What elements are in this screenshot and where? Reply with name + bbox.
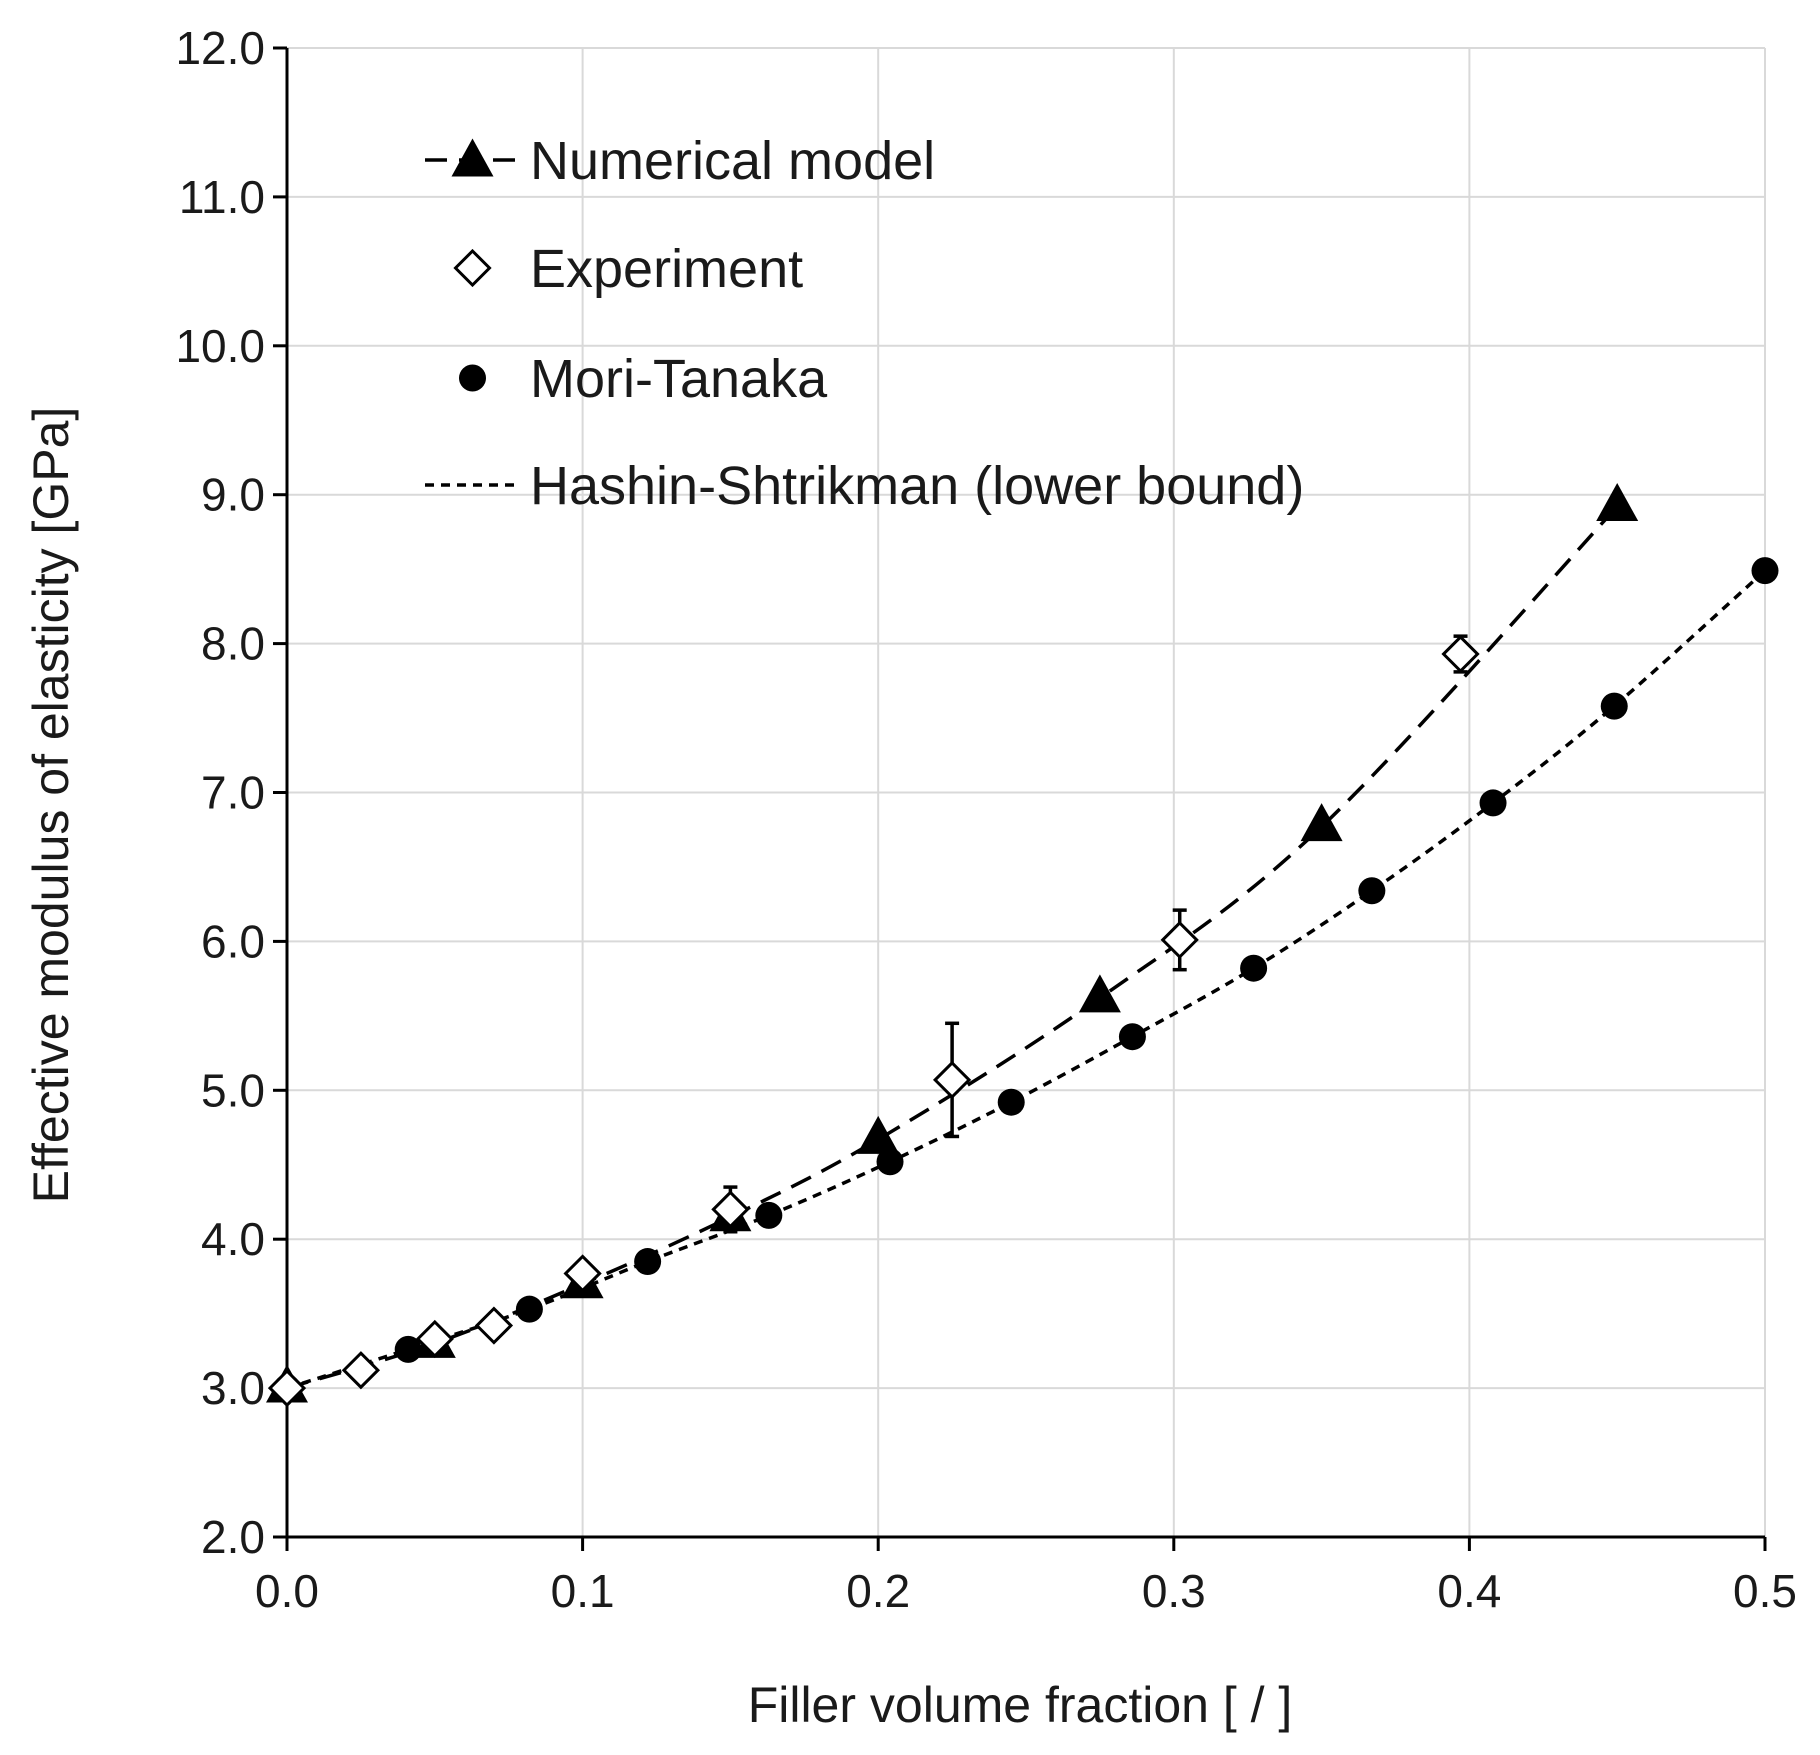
y-tick-label: 2.0 — [201, 1511, 265, 1563]
numerical-model-point — [1596, 483, 1639, 522]
tick-labels: 2.0 3.0 4.0 5.0 6.0 7.0 8.0 9.0 10.0 11.0 12.0 0.0 0… — [175, 22, 1797, 1617]
y-tick-label: 10.0 — [175, 320, 265, 372]
experiment-point — [267, 1368, 307, 1408]
legend-marker-experiment — [453, 248, 492, 288]
mori-tanaka-point — [876, 1148, 904, 1176]
legend-label: Mori-Tanaka — [530, 349, 828, 409]
experiment-point — [711, 1190, 750, 1229]
experiment-point — [1441, 634, 1480, 674]
axes — [273, 46, 1767, 1551]
mori-tanaka-point — [515, 1295, 543, 1323]
mori-tanaka-point — [1600, 692, 1628, 720]
grid — [286, 47, 1766, 1538]
experiment-point — [341, 1351, 381, 1390]
numerical-model-point — [857, 1115, 900, 1154]
y-tick-label: 4.0 — [201, 1213, 265, 1265]
experiment-point — [474, 1306, 514, 1345]
numerical-model-point — [1078, 974, 1121, 1013]
mori-tanaka-point — [1240, 954, 1268, 982]
y-axis-title: Effective modulus of elasticity [GPa] — [23, 407, 79, 1204]
x-tick-label: 0.1 — [551, 1565, 615, 1617]
x-axis-title: Filler volume fraction [ / ] — [748, 1677, 1293, 1733]
experiment-point — [563, 1254, 602, 1293]
y-tick-label: 3.0 — [201, 1362, 265, 1414]
y-tick-label: 11.0 — [179, 171, 265, 223]
legend-marker-numerical — [451, 138, 494, 177]
y-tick-label: 7.0 — [201, 767, 265, 819]
x-tick-label: 0.0 — [255, 1565, 319, 1617]
mori-tanaka-point — [997, 1088, 1025, 1116]
experiment-point — [1160, 920, 1199, 960]
x-tick-label: 0.3 — [1142, 1565, 1206, 1617]
y-tick-label: 6.0 — [201, 915, 265, 967]
legend-label: Numerical model — [530, 131, 935, 191]
y-tick-label: 5.0 — [201, 1064, 265, 1116]
mori-tanaka-point — [634, 1248, 662, 1276]
y-tick-label: 8.0 — [201, 618, 265, 670]
experiment-point — [415, 1319, 454, 1359]
x-tick-label: 0.5 — [1733, 1565, 1797, 1617]
y-tick-label: 12.0 — [175, 22, 265, 74]
legend: Numerical model Experiment Mori-Tanaka Hash… — [425, 131, 1304, 516]
y-tick-label: 9.0 — [201, 469, 265, 521]
x-tick-label: 0.4 — [1437, 1565, 1501, 1617]
mori-tanaka-point — [1358, 877, 1386, 905]
numerical-model-line — [286, 505, 1619, 1390]
mori-tanaka-point — [1118, 1023, 1146, 1051]
mori-tanaka-point — [1751, 557, 1779, 585]
mori-tanaka-point — [1479, 789, 1507, 817]
hashin-shtrikman-line — [286, 569, 1767, 1390]
series — [266, 483, 1779, 1408]
numerical-model-point — [1300, 803, 1343, 842]
mori-tanaka-point — [755, 1201, 783, 1229]
legend-label: Experiment — [530, 239, 803, 299]
legend-label: Hashin-Shtrikman (lower bound) — [530, 456, 1304, 516]
experiment-point — [932, 1060, 972, 1099]
x-tick-label: 0.2 — [846, 1565, 910, 1617]
legend-marker-mori-tanaka — [459, 364, 486, 392]
